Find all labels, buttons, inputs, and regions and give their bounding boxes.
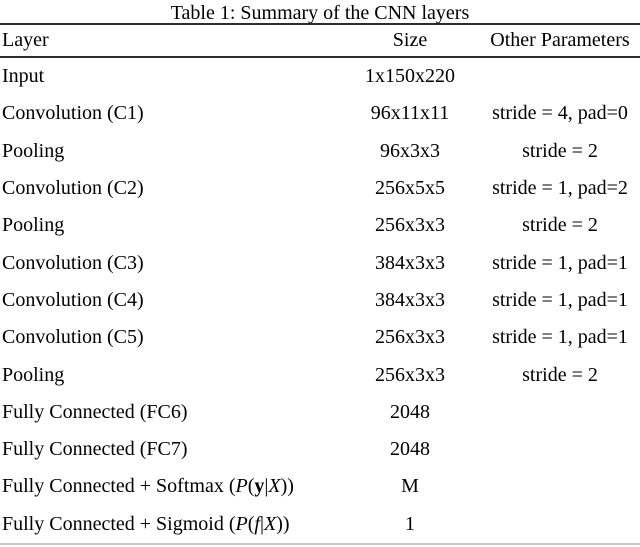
table-row: Fully Connected + Sigmoid (P(f|X)) 1 (0, 506, 640, 543)
layer-text-segment: Convolution (C5) (2, 326, 144, 349)
cell-layer: Pooling (0, 214, 340, 237)
layer-text-segment: | (259, 512, 264, 535)
cell-size: 384x3x3 (375, 251, 445, 274)
cell-size: 256x5x5 (375, 177, 445, 200)
cell-size: 1 (405, 512, 415, 535)
cell-size: 384x3x3 (375, 288, 445, 311)
table-header-rule (0, 56, 640, 58)
table-caption: Table 1: Summary of the CNN layers (170, 2, 470, 24)
layer-text-segment: f (254, 512, 260, 535)
column-header-other-parameters: Other Parameters (490, 29, 630, 51)
cell-size: 256x3x3 (375, 326, 445, 349)
cell-layer: Convolution (C3) (0, 252, 340, 275)
layer-text-segment: y (254, 475, 265, 498)
layer-text-segment: X (268, 475, 281, 498)
cell-size: 2048 (390, 438, 430, 461)
cell-size: M (401, 475, 419, 498)
layer-text-segment: ( (247, 512, 255, 535)
layer-text-segment: Convolution (C3) (2, 251, 144, 274)
cell-layer: Fully Connected + Softmax (P(y|X)) (0, 475, 340, 498)
cell-layer: Fully Connected (FC7) (0, 438, 340, 461)
cell-layer: Convolution (C2) (0, 177, 340, 200)
table-row: Fully Connected (FC7) 2048 (0, 431, 640, 468)
cell-other-parameters: stride = 1, pad=1 (492, 288, 628, 311)
table-row: Pooling 256x3x3 stride = 2 (0, 207, 640, 244)
layer-text-segment: Fully Connected + Softmax ( (2, 475, 236, 498)
table-body: Input 1x150x220 Convolution (C1) 96x11x1… (0, 58, 640, 543)
cell-other-parameters: stride = 2 (522, 139, 598, 162)
table-row: Convolution (C1) 96x11x11 stride = 4, pa… (0, 95, 640, 132)
cell-layer: Convolution (C4) (0, 289, 340, 312)
cell-size: 2048 (390, 400, 430, 423)
table-header-row: Layer Size Other Parameters (0, 25, 640, 56)
table-row: Input 1x150x220 (0, 58, 640, 95)
layer-text-segment: | (264, 475, 269, 498)
cell-layer: Pooling (0, 364, 340, 387)
cell-layer: Convolution (C5) (0, 326, 340, 349)
cell-other-parameters: stride = 2 (522, 214, 598, 237)
layer-text-segment: Pooling (2, 214, 65, 237)
table-row: Convolution (C5) 256x3x3 stride = 1, pad… (0, 319, 640, 356)
cell-layer: Fully Connected (FC6) (0, 401, 340, 424)
layer-text-segment: Convolution (C4) (2, 288, 144, 311)
column-header-layer: Layer (2, 29, 49, 51)
cell-size: 96x3x3 (380, 139, 440, 162)
layer-text-segment: Fully Connected (FC6) (2, 400, 188, 423)
table-bottom-rule (0, 542, 640, 545)
layer-text-segment: Convolution (C2) (2, 177, 144, 200)
layer-text-segment: ( (247, 475, 255, 498)
cell-layer: Convolution (C1) (0, 102, 340, 125)
cell-other-parameters: stride = 1, pad=1 (492, 326, 628, 349)
cell-layer: Pooling (0, 140, 340, 163)
cell-other-parameters: stride = 4, pad=0 (492, 102, 628, 125)
table-row: Fully Connected + Softmax (P(y|X)) M (0, 468, 640, 505)
layer-text-segment: Fully Connected (FC7) (2, 438, 188, 461)
cell-other-parameters: stride = 1, pad=1 (492, 251, 628, 274)
cell-size: 256x3x3 (375, 363, 445, 386)
column-header-size: Size (392, 29, 428, 51)
layer-text-segment: Pooling (2, 139, 65, 162)
table-row: Convolution (C3) 384x3x3 stride = 1, pad… (0, 244, 640, 281)
layer-text-segment: Input (2, 65, 45, 88)
cell-size: 1x150x220 (365, 65, 455, 88)
layer-text-segment: X (263, 512, 277, 535)
layer-text-segment: P (235, 512, 248, 535)
layer-text-segment: Pooling (2, 363, 65, 386)
cell-other-parameters: stride = 1, pad=2 (492, 177, 628, 200)
layer-text-segment: Convolution (C1) (2, 102, 144, 125)
cell-size: 256x3x3 (375, 214, 445, 237)
table-row: Fully Connected (FC6) 2048 (0, 394, 640, 431)
cell-other-parameters: stride = 2 (522, 363, 598, 386)
layer-text-segment: Fully Connected + Sigmoid ( (2, 512, 236, 535)
cell-layer: Input (0, 65, 340, 88)
layer-text-segment: P (235, 475, 248, 498)
table-row: Pooling 96x3x3 stride = 2 (0, 133, 640, 170)
layer-text-segment: )) (280, 475, 294, 498)
table-row: Convolution (C4) 384x3x3 stride = 1, pad… (0, 282, 640, 319)
table-top-rule (0, 23, 640, 25)
cell-layer: Fully Connected + Sigmoid (P(f|X)) (0, 513, 340, 536)
cell-size: 96x11x11 (370, 102, 450, 125)
table-row: Convolution (C2) 256x5x5 stride = 1, pad… (0, 170, 640, 207)
table-row: Pooling 256x3x3 stride = 2 (0, 356, 640, 393)
layer-text-segment: )) (276, 512, 290, 535)
